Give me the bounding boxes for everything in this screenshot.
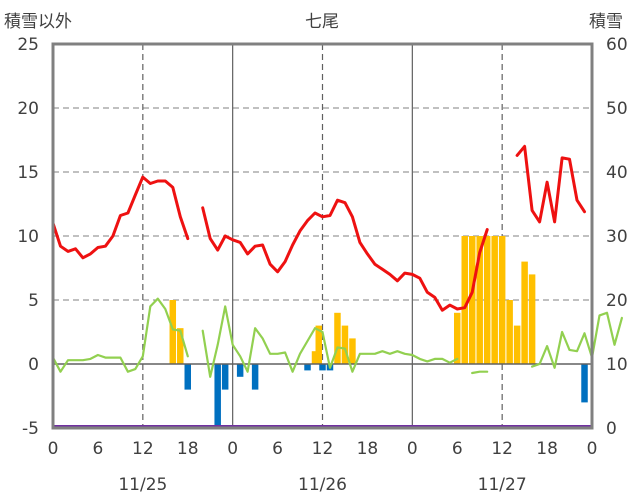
left-axis-label: 積雪以外 [4, 12, 72, 32]
y-tick-left: 5 [28, 291, 39, 311]
y-tick-right: 30 [606, 227, 628, 247]
precip-bar [334, 312, 341, 364]
wind-line [51, 297, 189, 373]
precip-bar [349, 338, 356, 364]
plot-frame [51, 42, 594, 430]
day-label: 11/25 [118, 475, 167, 495]
precip-bar [468, 236, 476, 364]
precip-bar [461, 236, 468, 364]
temperature-line [51, 175, 190, 260]
y-tick-right: 10 [606, 355, 628, 375]
precip-bar [491, 236, 498, 364]
y-tick-right: 60 [606, 35, 628, 55]
precip-bar [311, 351, 319, 364]
x-tick: 0 [587, 439, 598, 459]
y-tick-right: 0 [606, 419, 617, 439]
precip-bar [251, 364, 259, 390]
y-tick-right: 40 [606, 163, 628, 183]
precip-bar [214, 364, 221, 428]
x-tick: 12 [312, 439, 334, 459]
precip-bar [221, 364, 229, 390]
precip-bar [169, 300, 177, 364]
y-tick-left: 15 [17, 163, 39, 183]
y-tick-right: 20 [606, 291, 628, 311]
precip-bar [341, 325, 349, 364]
precip-bar [521, 261, 528, 364]
precip-bar [506, 300, 513, 364]
x-tick: 6 [452, 439, 463, 459]
chart-title: 七尾 [305, 12, 339, 32]
y-tick-left: 10 [17, 227, 39, 247]
precip-bar [319, 364, 326, 371]
y-tick-left: 20 [17, 99, 39, 119]
y-tick-left: -5 [22, 419, 39, 439]
precip-bar [184, 364, 191, 390]
wind-line [471, 370, 489, 375]
precip-bar [236, 364, 244, 377]
day-label: 11/26 [298, 475, 347, 495]
temperature-line [515, 144, 586, 224]
x-tick: 12 [491, 439, 513, 459]
wind-line [201, 305, 459, 378]
day-label: 11/27 [478, 475, 527, 495]
precip-bar [476, 236, 483, 364]
x-tick: 18 [536, 439, 558, 459]
y-tick-right: 50 [606, 99, 628, 119]
x-tick: 6 [93, 439, 104, 459]
x-tick: 0 [227, 439, 238, 459]
y-tick-left: 0 [28, 355, 39, 375]
wind-line [530, 311, 624, 369]
precip-bar [177, 328, 184, 364]
precip-bar [498, 236, 506, 364]
x-tick: 12 [132, 439, 154, 459]
precip-bar [304, 364, 311, 371]
precip-bar [528, 274, 536, 364]
y-tick-left: 25 [17, 35, 39, 55]
precip-bar [513, 325, 521, 364]
precip-bar [483, 236, 491, 364]
temperature-line [201, 198, 489, 312]
precip-bar [581, 364, 588, 403]
x-tick: 0 [407, 439, 418, 459]
right-axis-label: 積雪 [589, 12, 623, 32]
x-tick: 18 [357, 439, 379, 459]
x-tick: 18 [177, 439, 199, 459]
x-tick: 6 [272, 439, 283, 459]
precip-bar [315, 325, 322, 364]
precip-bar [454, 312, 461, 364]
x-tick: 0 [48, 439, 59, 459]
